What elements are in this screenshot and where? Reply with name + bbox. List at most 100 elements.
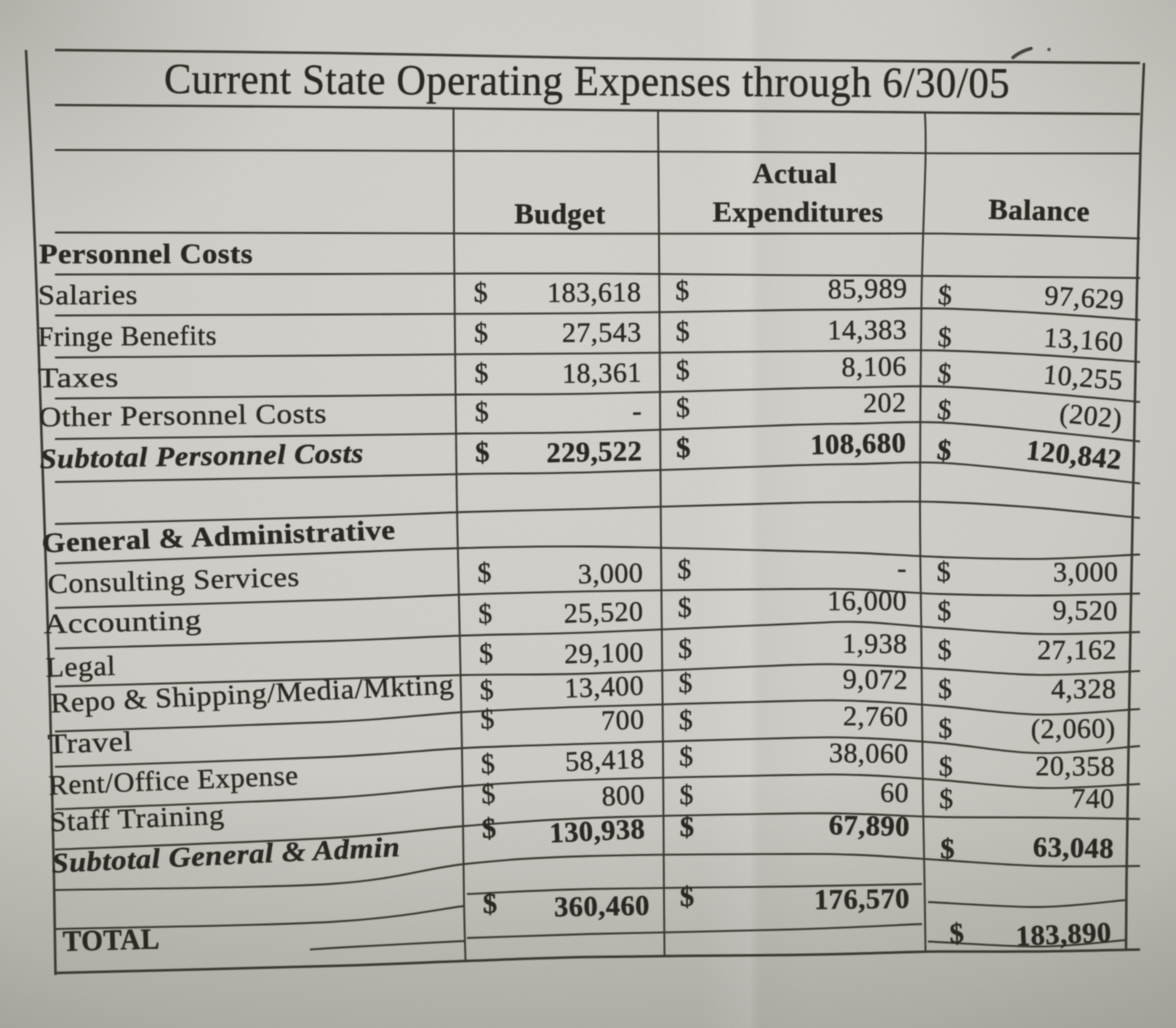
svg-text:Expenditures: Expenditures xyxy=(713,196,884,228)
svg-text:27,162: 27,162 xyxy=(1037,635,1117,666)
svg-text:Travel: Travel xyxy=(47,726,133,760)
svg-text:$: $ xyxy=(483,889,498,920)
svg-text:183,618: 183,618 xyxy=(547,277,641,309)
svg-text:38,060: 38,060 xyxy=(829,738,909,770)
svg-text:740: 740 xyxy=(1071,784,1115,815)
svg-text:108,680: 108,680 xyxy=(810,428,906,461)
svg-text:$: $ xyxy=(679,780,694,811)
svg-text:13,160: 13,160 xyxy=(1043,323,1124,359)
svg-text:$: $ xyxy=(937,280,953,312)
svg-text:20,358: 20,358 xyxy=(1035,751,1115,782)
svg-text:2,760: 2,760 xyxy=(843,701,909,733)
svg-text:$: $ xyxy=(680,882,695,913)
svg-text:67,890: 67,890 xyxy=(828,810,910,843)
svg-text:58,418: 58,418 xyxy=(564,744,645,778)
svg-text:Balance: Balance xyxy=(988,194,1090,228)
svg-text:$: $ xyxy=(936,395,953,427)
svg-text:$: $ xyxy=(940,834,955,865)
svg-text:$: $ xyxy=(481,813,497,845)
svg-text:$: $ xyxy=(480,749,496,781)
svg-text:$: $ xyxy=(474,358,489,389)
svg-text:(202): (202) xyxy=(1058,398,1124,435)
svg-text:10,255: 10,255 xyxy=(1042,359,1124,396)
svg-text:8,106: 8,106 xyxy=(841,351,907,383)
svg-text:$: $ xyxy=(678,634,693,665)
svg-text:$: $ xyxy=(938,713,953,744)
svg-text:$: $ xyxy=(676,393,691,424)
svg-text:-: - xyxy=(632,396,642,427)
svg-text:$: $ xyxy=(676,316,691,347)
svg-text:Actual: Actual xyxy=(753,158,838,190)
svg-text:-: - xyxy=(897,553,907,584)
svg-text:$: $ xyxy=(679,812,694,843)
svg-text:$: $ xyxy=(676,433,691,464)
svg-text:25,520: 25,520 xyxy=(563,596,644,629)
svg-text:$: $ xyxy=(939,752,954,783)
svg-text:3,000: 3,000 xyxy=(1053,557,1118,588)
svg-text:$: $ xyxy=(479,675,495,707)
svg-text:$: $ xyxy=(938,635,953,666)
svg-text:18,361: 18,361 xyxy=(562,358,642,390)
svg-text:29,100: 29,100 xyxy=(564,638,644,671)
svg-text:(2,060): (2,060) xyxy=(1031,714,1116,746)
svg-text:3,000: 3,000 xyxy=(578,558,644,590)
svg-text:9,072: 9,072 xyxy=(843,664,909,696)
svg-text:1,938: 1,938 xyxy=(842,629,907,660)
svg-text:16,000: 16,000 xyxy=(827,586,907,617)
svg-text:9,520: 9,520 xyxy=(1052,595,1118,627)
svg-text:$: $ xyxy=(939,784,954,815)
svg-text:60: 60 xyxy=(880,778,909,809)
svg-text:$: $ xyxy=(678,668,693,699)
svg-text:27,543: 27,543 xyxy=(562,317,642,349)
svg-text:$: $ xyxy=(937,557,952,588)
svg-text:4,328: 4,328 xyxy=(1051,674,1116,705)
svg-text:$: $ xyxy=(949,918,965,950)
svg-text:63,048: 63,048 xyxy=(1033,832,1115,865)
svg-text:Current State Operating Expens: Current State Operating Expenses through… xyxy=(164,56,1010,107)
svg-text:$: $ xyxy=(937,322,953,354)
svg-text:$: $ xyxy=(475,438,490,469)
svg-text:Consulting Services: Consulting Services xyxy=(47,562,300,600)
svg-text:$: $ xyxy=(679,742,694,773)
svg-text:Legal: Legal xyxy=(45,651,116,684)
svg-text:Other Personnel Costs: Other Personnel Costs xyxy=(39,399,327,434)
svg-text:$: $ xyxy=(937,596,952,627)
svg-text:$: $ xyxy=(675,276,690,307)
svg-text:$: $ xyxy=(936,358,953,390)
svg-text:800: 800 xyxy=(601,780,646,813)
svg-text:202: 202 xyxy=(863,388,907,420)
svg-text:176,570: 176,570 xyxy=(814,884,910,916)
svg-text:$: $ xyxy=(473,278,488,309)
svg-text:Subtotal Personnel Costs: Subtotal Personnel Costs xyxy=(40,438,365,475)
svg-text:$: $ xyxy=(480,704,495,735)
svg-text:$: $ xyxy=(677,554,692,585)
svg-text:Budget: Budget xyxy=(514,198,605,230)
svg-text:TOTAL: TOTAL xyxy=(62,924,160,958)
svg-text:Salaries: Salaries xyxy=(38,280,138,311)
svg-text:14,383: 14,383 xyxy=(827,315,907,347)
svg-text:97,629: 97,629 xyxy=(1044,281,1125,317)
svg-text:$: $ xyxy=(675,355,690,386)
svg-text:$: $ xyxy=(474,318,489,349)
svg-text:130,938: 130,938 xyxy=(549,814,646,849)
svg-text:229,522: 229,522 xyxy=(546,436,642,469)
svg-text:85,989: 85,989 xyxy=(828,274,908,306)
svg-text:$: $ xyxy=(678,593,693,624)
svg-text:$: $ xyxy=(938,674,953,705)
svg-text:700: 700 xyxy=(601,705,645,737)
svg-text:183,890: 183,890 xyxy=(1015,918,1112,953)
svg-text:$: $ xyxy=(478,599,493,630)
svg-text:Fringe Benefits: Fringe Benefits xyxy=(38,321,217,353)
svg-text:$: $ xyxy=(474,397,489,428)
svg-text:13,400: 13,400 xyxy=(564,671,645,705)
svg-text:$: $ xyxy=(679,705,694,736)
svg-text:$: $ xyxy=(477,558,492,589)
svg-text:Taxes: Taxes xyxy=(38,363,119,395)
svg-text:$: $ xyxy=(480,779,496,811)
svg-text:Staff Training: Staff Training xyxy=(49,800,225,838)
svg-text:360,460: 360,460 xyxy=(554,891,650,924)
svg-text:$: $ xyxy=(479,638,494,669)
svg-text:$: $ xyxy=(936,435,954,467)
svg-text:Personnel Costs: Personnel Costs xyxy=(39,239,253,270)
svg-text:Accounting: Accounting xyxy=(43,605,202,640)
